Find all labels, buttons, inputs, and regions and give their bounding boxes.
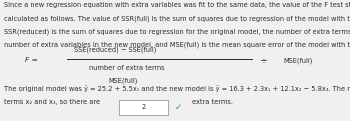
Text: MSE(full): MSE(full): [108, 77, 138, 84]
Text: calculated as follows. The value of SSR(full) is the sum of squares due to regre: calculated as follows. The value of SSR(…: [4, 15, 350, 22]
Text: ✓: ✓: [175, 103, 182, 112]
Text: F =: F =: [25, 57, 37, 64]
Text: number of extra variables in the new model, and MSE(full) is the mean square err: number of extra variables in the new mod…: [4, 42, 350, 48]
Text: MSE(full): MSE(full): [284, 57, 313, 64]
Text: number of extra terms: number of extra terms: [89, 65, 165, 71]
Text: 2: 2: [141, 104, 146, 110]
Text: The original model was ŷ = 25.2 + 5.5x₁ and the new model is ŷ = 16.3 + 2.3x₁ + : The original model was ŷ = 25.2 + 5.5x₁ …: [4, 85, 350, 92]
Text: SSE(reduced) − SSE(full): SSE(reduced) − SSE(full): [74, 46, 156, 53]
Text: terms x₂ and x₃, so there are: terms x₂ and x₃, so there are: [4, 99, 100, 105]
FancyBboxPatch shape: [119, 100, 168, 115]
Text: SSR(reduced) is the sum of squares due to regression for the original model, the: SSR(reduced) is the sum of squares due t…: [4, 28, 350, 35]
Text: Since a new regression equation with extra variables was fit to the same data, t: Since a new regression equation with ext…: [4, 2, 350, 8]
Text: extra terms.: extra terms.: [193, 99, 233, 105]
Text: ÷: ÷: [259, 56, 267, 65]
